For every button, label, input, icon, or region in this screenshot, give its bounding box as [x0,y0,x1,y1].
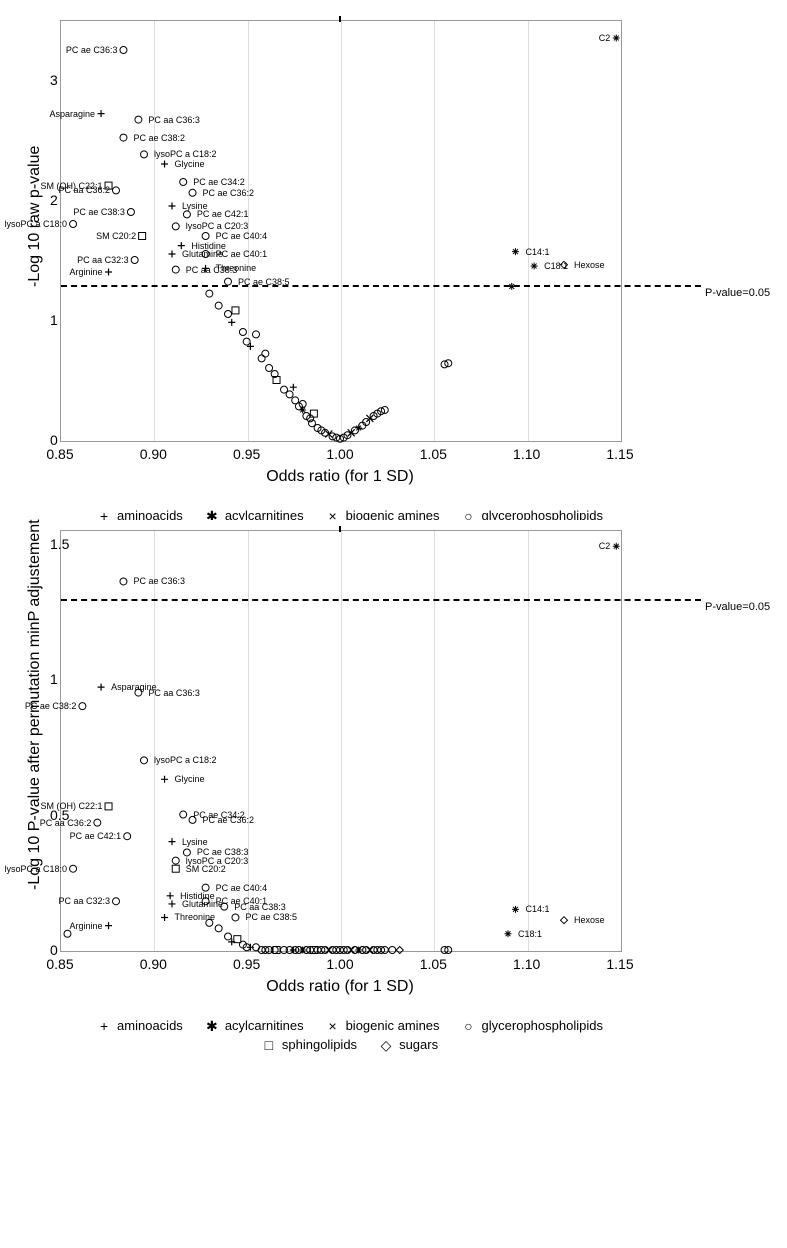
legend-item: □ sphingolipids [262,1037,357,1052]
point-label: C14:1 [525,904,549,914]
plus-icon: + [97,1019,111,1033]
xtick: 0.90 [140,446,167,462]
point-label: Asparagine [50,109,96,119]
xtick: 1.15 [606,956,633,972]
ylabel: -Log 10 raw p-value [26,146,44,287]
point-label: PC ae C38:5 [238,277,290,287]
asterisk-icon: ✱ [205,1019,219,1033]
point-label: PC ae C38:2 [133,133,185,143]
xtick: 1.05 [420,956,447,972]
xtick: 1.10 [513,446,540,462]
square-icon: □ [262,1038,276,1052]
point-label: Glutamine [182,899,223,909]
point-label: PC aa C38:3 [234,902,286,912]
x-icon: × [326,1019,340,1033]
point-label: lysoPC a C20:3 [186,221,249,231]
point-label: lysoPC a C18:2 [154,149,217,159]
point-label: Hexose [574,915,605,925]
xtick: 0.90 [140,956,167,972]
xtick: 0.85 [46,956,73,972]
xlabel: Odds ratio (for 1 SD) [266,978,414,996]
point-label: PC ae C40:4 [216,883,268,893]
point-label: PC ae C38:5 [245,912,297,922]
point-label: PC ae C38:3 [73,207,125,217]
point-label: Hexose [574,260,605,270]
xtick: 1.10 [513,956,540,972]
legend-item: ✱ acylcarnitines [205,1018,304,1033]
point-label: C2 [599,33,611,43]
point-label: PC ae C40:1 [216,249,268,259]
legend-item: ◇ sugars [379,1037,438,1052]
legend-label: biogenic amines [346,1018,440,1033]
point-label: PC ae C36:2 [203,815,255,825]
point-label: PC ae C42:1 [197,209,249,219]
point-label: Glycine [175,159,205,169]
point-label: SM C20:2 [96,231,136,241]
legend-item: × biogenic amines [326,1018,440,1033]
scatter-points [10,520,720,1010]
point-label: C14:1 [525,247,549,257]
point-label: PC ae C40:4 [216,231,268,241]
point-label: PC aa C36:3 [148,688,200,698]
point-label: C18:1 [544,261,568,271]
point-label: PC aa C32:3 [58,896,110,906]
xtick: 1.00 [326,956,353,972]
legend-label: sugars [399,1037,438,1052]
xtick: 1.15 [606,446,633,462]
point-label: Lysine [182,837,208,847]
ylabel: -Log 10 P-value after permutation minP a… [26,519,44,890]
point-label: Arginine [70,267,103,277]
point-label: PC ae C36:3 [133,576,185,586]
xtick: 0.95 [233,446,260,462]
xtick: 1.05 [420,446,447,462]
xlabel: Odds ratio (for 1 SD) [266,468,414,486]
legend-label: sphingolipids [282,1037,357,1052]
point-label: PC aa C32:3 [77,255,129,265]
point-label: C18:1 [518,929,542,939]
legend: + aminoacids ✱ acylcarnitines × biogenic amin… [70,1018,630,1052]
xtick: 0.85 [46,446,73,462]
point-label: PC aa C36:2 [58,185,110,195]
xtick: 0.95 [233,956,260,972]
point-label: PC aa C36:3 [148,115,200,125]
diamond-icon: ◇ [379,1038,393,1052]
circle-icon: ○ [462,1019,476,1033]
point-label: C2 [599,541,611,551]
point-label: PC ae C34:2 [193,177,245,187]
point-label: Arginine [70,921,103,931]
point-label: PC ae C36:2 [203,188,255,198]
point-label: PC ae C36:3 [66,45,118,55]
point-label: SM C20:2 [186,864,226,874]
xtick: 1.00 [326,446,353,462]
point-label: Threonine [175,912,216,922]
legend-label: glycerophospholipids [482,1018,603,1033]
legend-label: acylcarnitines [225,1018,304,1033]
point-label: lysoPC a C18:2 [154,755,217,765]
point-label: PC ae C42:1 [70,831,122,841]
point-label: Glycine [175,774,205,784]
legend-label: aminoacids [117,1018,183,1033]
point-label: Threonine [216,263,257,273]
legend-item: + aminoacids [97,1018,183,1033]
legend-item: ○ glycerophospholipids [462,1018,603,1033]
